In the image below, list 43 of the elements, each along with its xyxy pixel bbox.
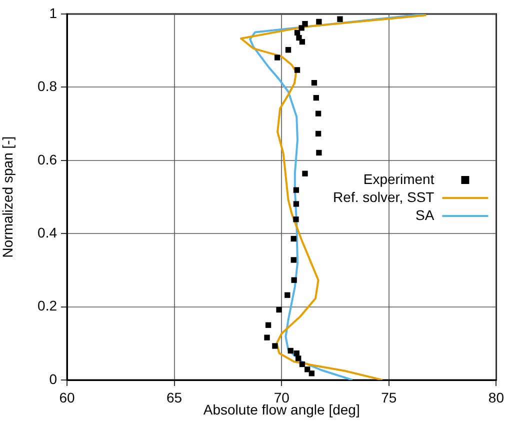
point (299, 38, 306, 45)
point (264, 334, 270, 340)
point (294, 67, 300, 73)
x-tick-label: 75 (381, 389, 397, 406)
point (315, 130, 322, 137)
point (311, 80, 318, 86)
x-tick-label: 65 (166, 389, 182, 406)
point (293, 216, 299, 222)
point (315, 110, 322, 116)
point (265, 322, 272, 328)
y-tick-label: 0.4 (38, 224, 58, 240)
x-tick-label: 80 (488, 389, 504, 406)
legend-label: Ref. solver, SST (333, 188, 435, 205)
point (316, 150, 322, 156)
point (274, 54, 280, 60)
y-tick-label: 0.8 (38, 78, 58, 94)
y-tick-label: 1 (49, 4, 58, 21)
legend-label: Experiment (363, 170, 434, 187)
point (308, 370, 314, 376)
y-tick-label: 0.2 (38, 298, 58, 314)
y-axis-title: Normalized span [-] (0, 136, 16, 258)
point (298, 25, 304, 31)
point (296, 356, 302, 362)
point (304, 366, 310, 372)
point (276, 306, 282, 313)
point (290, 257, 296, 263)
legend-label: SA (416, 206, 435, 223)
point (290, 236, 296, 242)
point (299, 361, 306, 368)
point (272, 343, 278, 349)
y-tick-label: 0 (49, 370, 58, 387)
point (313, 94, 319, 101)
point (285, 47, 292, 53)
y-tick-label: 0.6 (38, 151, 58, 168)
point (293, 187, 300, 193)
point (337, 16, 343, 22)
point (291, 277, 297, 283)
point (302, 170, 308, 176)
point (284, 292, 290, 298)
point (316, 18, 322, 25)
point (293, 201, 300, 207)
point (288, 348, 294, 354)
x-tick-label: 60 (59, 389, 75, 406)
